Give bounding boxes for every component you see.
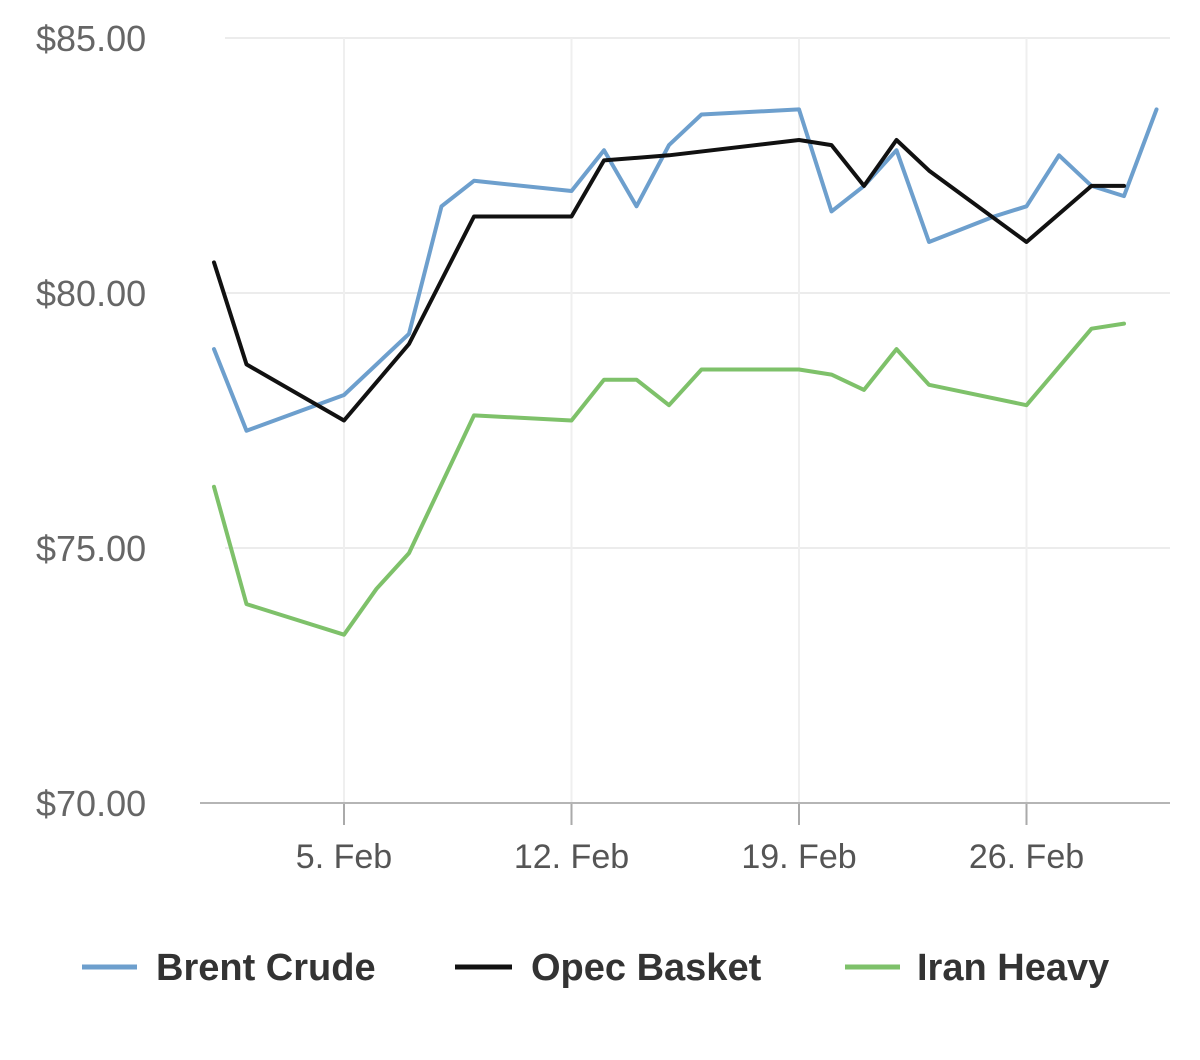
legend-label: Brent Crude xyxy=(156,947,376,989)
y-tick-label: $80.00 xyxy=(36,273,146,314)
x-tick-label: 12. Feb xyxy=(514,838,629,876)
x-axis xyxy=(200,802,1170,825)
x-tick-label: 5. Feb xyxy=(296,838,392,876)
legend-label: Iran Heavy xyxy=(917,947,1109,989)
x-axis-labels: 5. Feb 12. Feb 19. Feb 26. Feb xyxy=(296,838,1084,876)
y-tick-label: $85.00 xyxy=(36,18,146,59)
series-layer xyxy=(212,107,1159,637)
y-tick-label: $70.00 xyxy=(36,783,146,824)
x-tick-label: 26. Feb xyxy=(969,838,1084,876)
legend-item-opec-basket[interactable]: Opec Basket xyxy=(455,947,762,989)
series-line-opec-basket xyxy=(212,138,1126,423)
x-tick-label: 19. Feb xyxy=(741,838,856,876)
legend[interactable]: Brent Crude Opec Basket Iran Heavy xyxy=(82,947,1109,989)
legend-item-brent-crude[interactable]: Brent Crude xyxy=(82,947,376,989)
legend-label: Opec Basket xyxy=(531,947,762,989)
legend-item-iran-heavy[interactable]: Iran Heavy xyxy=(845,947,1109,989)
y-tick-label: $75.00 xyxy=(36,528,146,569)
series-line-brent-crude xyxy=(212,107,1159,433)
y-axis-labels: $85.00 $80.00 $75.00 $70.00 xyxy=(36,18,146,824)
series-line-iran-heavy xyxy=(212,321,1126,637)
